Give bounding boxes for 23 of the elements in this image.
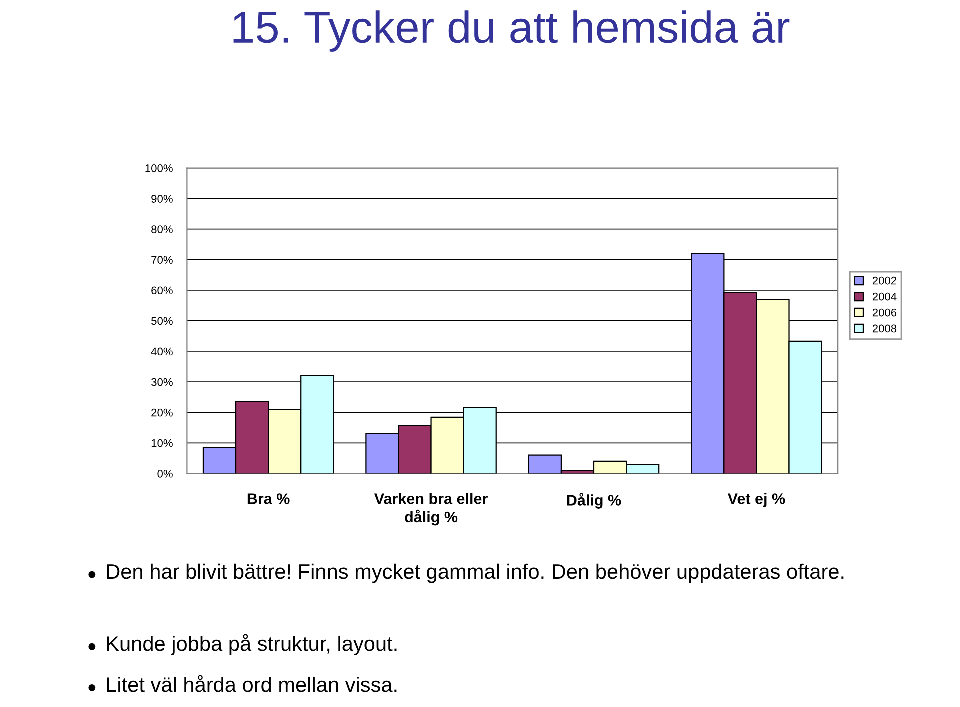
x-tick-label: Bra % — [248, 494, 290, 504]
chart-title: 15. Tycker du att hemsida är — [234, 10, 790, 52]
y-tick-label: 50% — [152, 317, 173, 326]
text: Den har blivit bättre! Finns mycket gammal info. Den behöver uppdateras oftare. — [107, 564, 844, 584]
text: Kunde jobba på struktur, layout. — [107, 634, 397, 656]
legend-label: 2002 — [872, 276, 897, 285]
y-tick-label: 0% — [158, 470, 173, 478]
legend-label: 2008 — [872, 324, 897, 333]
y-tick-label: 40% — [151, 348, 173, 356]
x-tick-label: Varken bra eller dålig % — [374, 493, 488, 526]
y-tick-label: 80% — [152, 226, 173, 234]
legend-label: 2004 — [872, 292, 897, 301]
y-tick-label: 10% — [152, 439, 173, 448]
text: Litet väl hårda ord mellan vissa. — [107, 675, 397, 692]
x-tick-label: Vet ej % — [728, 493, 786, 508]
y-tick-label: 100% — [146, 164, 173, 172]
legend-label: 2006 — [872, 308, 897, 317]
y-tick-label: 90% — [152, 195, 173, 203]
y-tick-label: 20% — [152, 408, 173, 417]
y-tick-label: 30% — [151, 378, 173, 386]
y-tick-label: 70% — [152, 256, 173, 264]
y-tick-label: 60% — [152, 286, 173, 295]
x-tick-label: Dålig % — [567, 493, 622, 509]
